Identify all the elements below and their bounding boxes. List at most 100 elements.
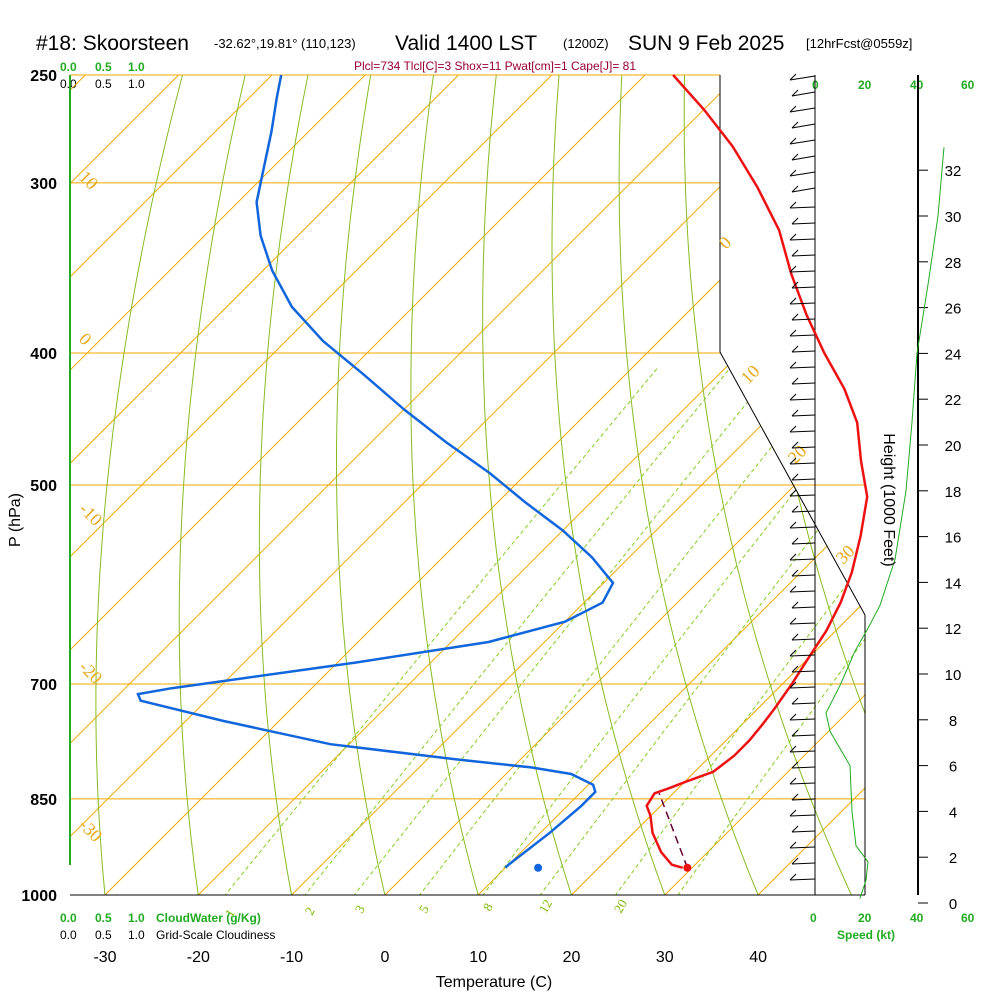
wind-barb	[789, 334, 816, 337]
svg-text:Grid-Scale Cloudiness: Grid-Scale Cloudiness	[156, 928, 275, 942]
mixing-ratio-label: 2	[302, 904, 318, 917]
dry-adiabat-line	[618, 75, 771, 895]
wind-barb-flag	[791, 537, 799, 545]
wind-barb-flag	[789, 873, 797, 881]
wind-barb-flag	[791, 633, 799, 641]
isotherm-label: 10	[737, 361, 764, 388]
wind-barb	[789, 494, 816, 497]
wind-barb	[789, 139, 816, 145]
isotherm-line	[70, 75, 865, 895]
wind-barb-flag	[789, 713, 797, 721]
isotherm-line	[169, 75, 865, 895]
wind-barb-flag	[789, 105, 797, 113]
wind-barb	[789, 302, 816, 305]
height-tick-label: 6	[949, 759, 957, 776]
wind-barb	[789, 206, 816, 209]
isotherm-label: 10	[75, 167, 102, 194]
wind-barb-flag	[791, 793, 799, 801]
wind-barb	[789, 171, 816, 177]
temperature-line	[645, 74, 869, 870]
wind-barb	[789, 107, 816, 113]
wind-barb-flag	[789, 169, 797, 177]
dry-adiabat-line	[178, 75, 252, 895]
wind-barb	[791, 830, 816, 833]
wind-barb-flag	[789, 425, 797, 433]
wind-barb	[791, 638, 816, 641]
wind-barb	[789, 878, 816, 881]
isotherm-line	[70, 75, 685, 895]
speed-scale-top: 0 20 40 60	[812, 78, 975, 92]
wind-barb-flag	[791, 345, 799, 353]
dry-adiabat-line	[683, 75, 865, 895]
x-tick-label: 40	[749, 949, 767, 966]
height-tick-label: 16	[945, 530, 962, 547]
wind-barb-flag	[789, 649, 797, 657]
wind-barb-flag	[791, 377, 799, 385]
mixing-ratio-label: 5	[416, 902, 432, 915]
y2-axis-title: Height (1000 Feet)	[880, 433, 897, 566]
svg-text:20: 20	[858, 911, 872, 925]
wind-barb-flag	[791, 601, 799, 609]
mixing-ratio-line	[281, 367, 731, 895]
wind-barb-flag	[789, 777, 797, 785]
wind-barb	[789, 590, 816, 593]
x-tick-label: 10	[469, 949, 487, 966]
title-valid: Valid 1400 LST	[395, 32, 537, 55]
wind-barb	[789, 526, 816, 529]
wind-barb	[791, 286, 816, 289]
mixing-ratio-line	[593, 367, 865, 895]
wind-barb	[789, 398, 816, 401]
wind-barb	[791, 222, 816, 225]
wind-barb-flag	[789, 233, 797, 241]
svg-text:1.0: 1.0	[128, 60, 145, 74]
cloudwater-bottom-scale: 0.0 0.5 1.0 CloudWater (g/Kg)	[60, 911, 261, 925]
height-tick-label: 4	[949, 804, 957, 821]
svg-text:1.0: 1.0	[128, 77, 145, 91]
isotherm-lines	[70, 75, 865, 895]
wind-barb-flag	[789, 201, 797, 209]
dry-adiabat-line	[336, 75, 393, 895]
wind-barb-flag	[789, 553, 797, 561]
wind-barb-flag	[789, 841, 797, 849]
pressure-tick-label: 700	[30, 677, 57, 694]
title-coords: -32.62°,19.81° (110,123)	[214, 36, 356, 51]
wind-barb	[789, 462, 816, 465]
parcel-path	[658, 793, 689, 869]
mixing-ratio-line	[331, 367, 776, 895]
svg-text:CloudWater (g/Kg): CloudWater (g/Kg)	[156, 911, 261, 925]
wind-barb-flag	[791, 505, 799, 513]
wind-barb	[791, 187, 816, 193]
svg-text:0.5: 0.5	[95, 60, 112, 74]
isotherm-line	[70, 75, 498, 895]
wind-barb-flag	[789, 265, 797, 273]
wind-barb	[791, 350, 816, 353]
isotherm-line	[70, 75, 865, 895]
wind-speed-profile	[825, 147, 945, 899]
wind-barb	[791, 862, 816, 865]
title-date: SUN 9 Feb 2025	[628, 32, 784, 55]
isotherm-label: -30	[75, 815, 106, 846]
dry-adiabat-line	[995, 51, 1000, 924]
cloudiness-bottom-scale: 0.0 0.5 1.0 Grid-Scale Cloudiness	[60, 928, 275, 942]
wind-barb	[789, 238, 816, 241]
surface-temperature-point	[683, 863, 692, 872]
wind-barb-flag	[789, 297, 797, 305]
isotherm-line	[542, 75, 865, 895]
svg-text:1.0: 1.0	[128, 911, 145, 925]
wind-barb-flag	[791, 153, 799, 161]
svg-text:0.0: 0.0	[60, 911, 77, 925]
wind-barb	[791, 606, 816, 609]
dry-adiabat-line	[551, 75, 677, 895]
wind-barb	[789, 430, 816, 433]
pressure-tick-label: 500	[30, 478, 57, 495]
wind-barb	[791, 478, 816, 481]
dry-adiabat-line	[933, 51, 1000, 924]
wind-barb-flag	[789, 681, 797, 689]
dry-adiabat-line	[808, 75, 865, 895]
height-tick-label: 12	[945, 621, 962, 638]
wind-barb-flag	[791, 121, 799, 129]
wind-barb-flag	[791, 89, 799, 97]
wind-barb-flag	[791, 185, 799, 193]
height-tick-label: 28	[945, 255, 962, 272]
